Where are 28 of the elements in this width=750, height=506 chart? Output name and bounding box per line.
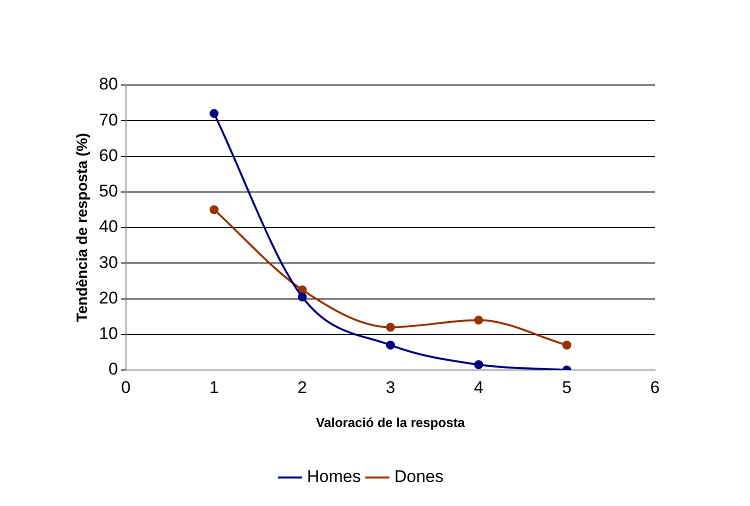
y-tick-label: 10 <box>98 324 118 344</box>
x-tick-label: 0 <box>121 378 131 397</box>
y-tick-label: 40 <box>98 217 118 236</box>
x-tick-label: 1 <box>209 378 219 397</box>
y-tick-label: 80 <box>98 74 118 94</box>
point <box>386 340 395 350</box>
x-axis-title: Valoració de la resposta <box>316 414 466 430</box>
y-tick-label: 30 <box>98 252 118 272</box>
point <box>210 109 219 118</box>
x-tick-label: 4 <box>474 378 484 397</box>
point <box>474 316 484 325</box>
y-tick-label: 50 <box>98 182 118 201</box>
point <box>386 322 395 332</box>
point <box>474 360 484 370</box>
y-axis-title: Tendència de resposta (%) <box>74 133 92 322</box>
y-tick-label: 20 <box>98 288 118 308</box>
y-tick-label: 0 <box>108 360 118 379</box>
y-tick-label: 70 <box>98 110 118 130</box>
legend-label: Dones <box>394 467 444 486</box>
y-tick-label: 60 <box>98 146 118 165</box>
point <box>562 340 572 350</box>
point <box>298 292 307 302</box>
point <box>210 205 219 214</box>
x-tick-label: 2 <box>298 378 308 397</box>
x-tick-label: 3 <box>386 378 396 397</box>
x-tick-label: 5 <box>562 378 572 397</box>
x-tick-label: 6 <box>650 378 660 397</box>
legend-label: Homes <box>307 467 361 486</box>
